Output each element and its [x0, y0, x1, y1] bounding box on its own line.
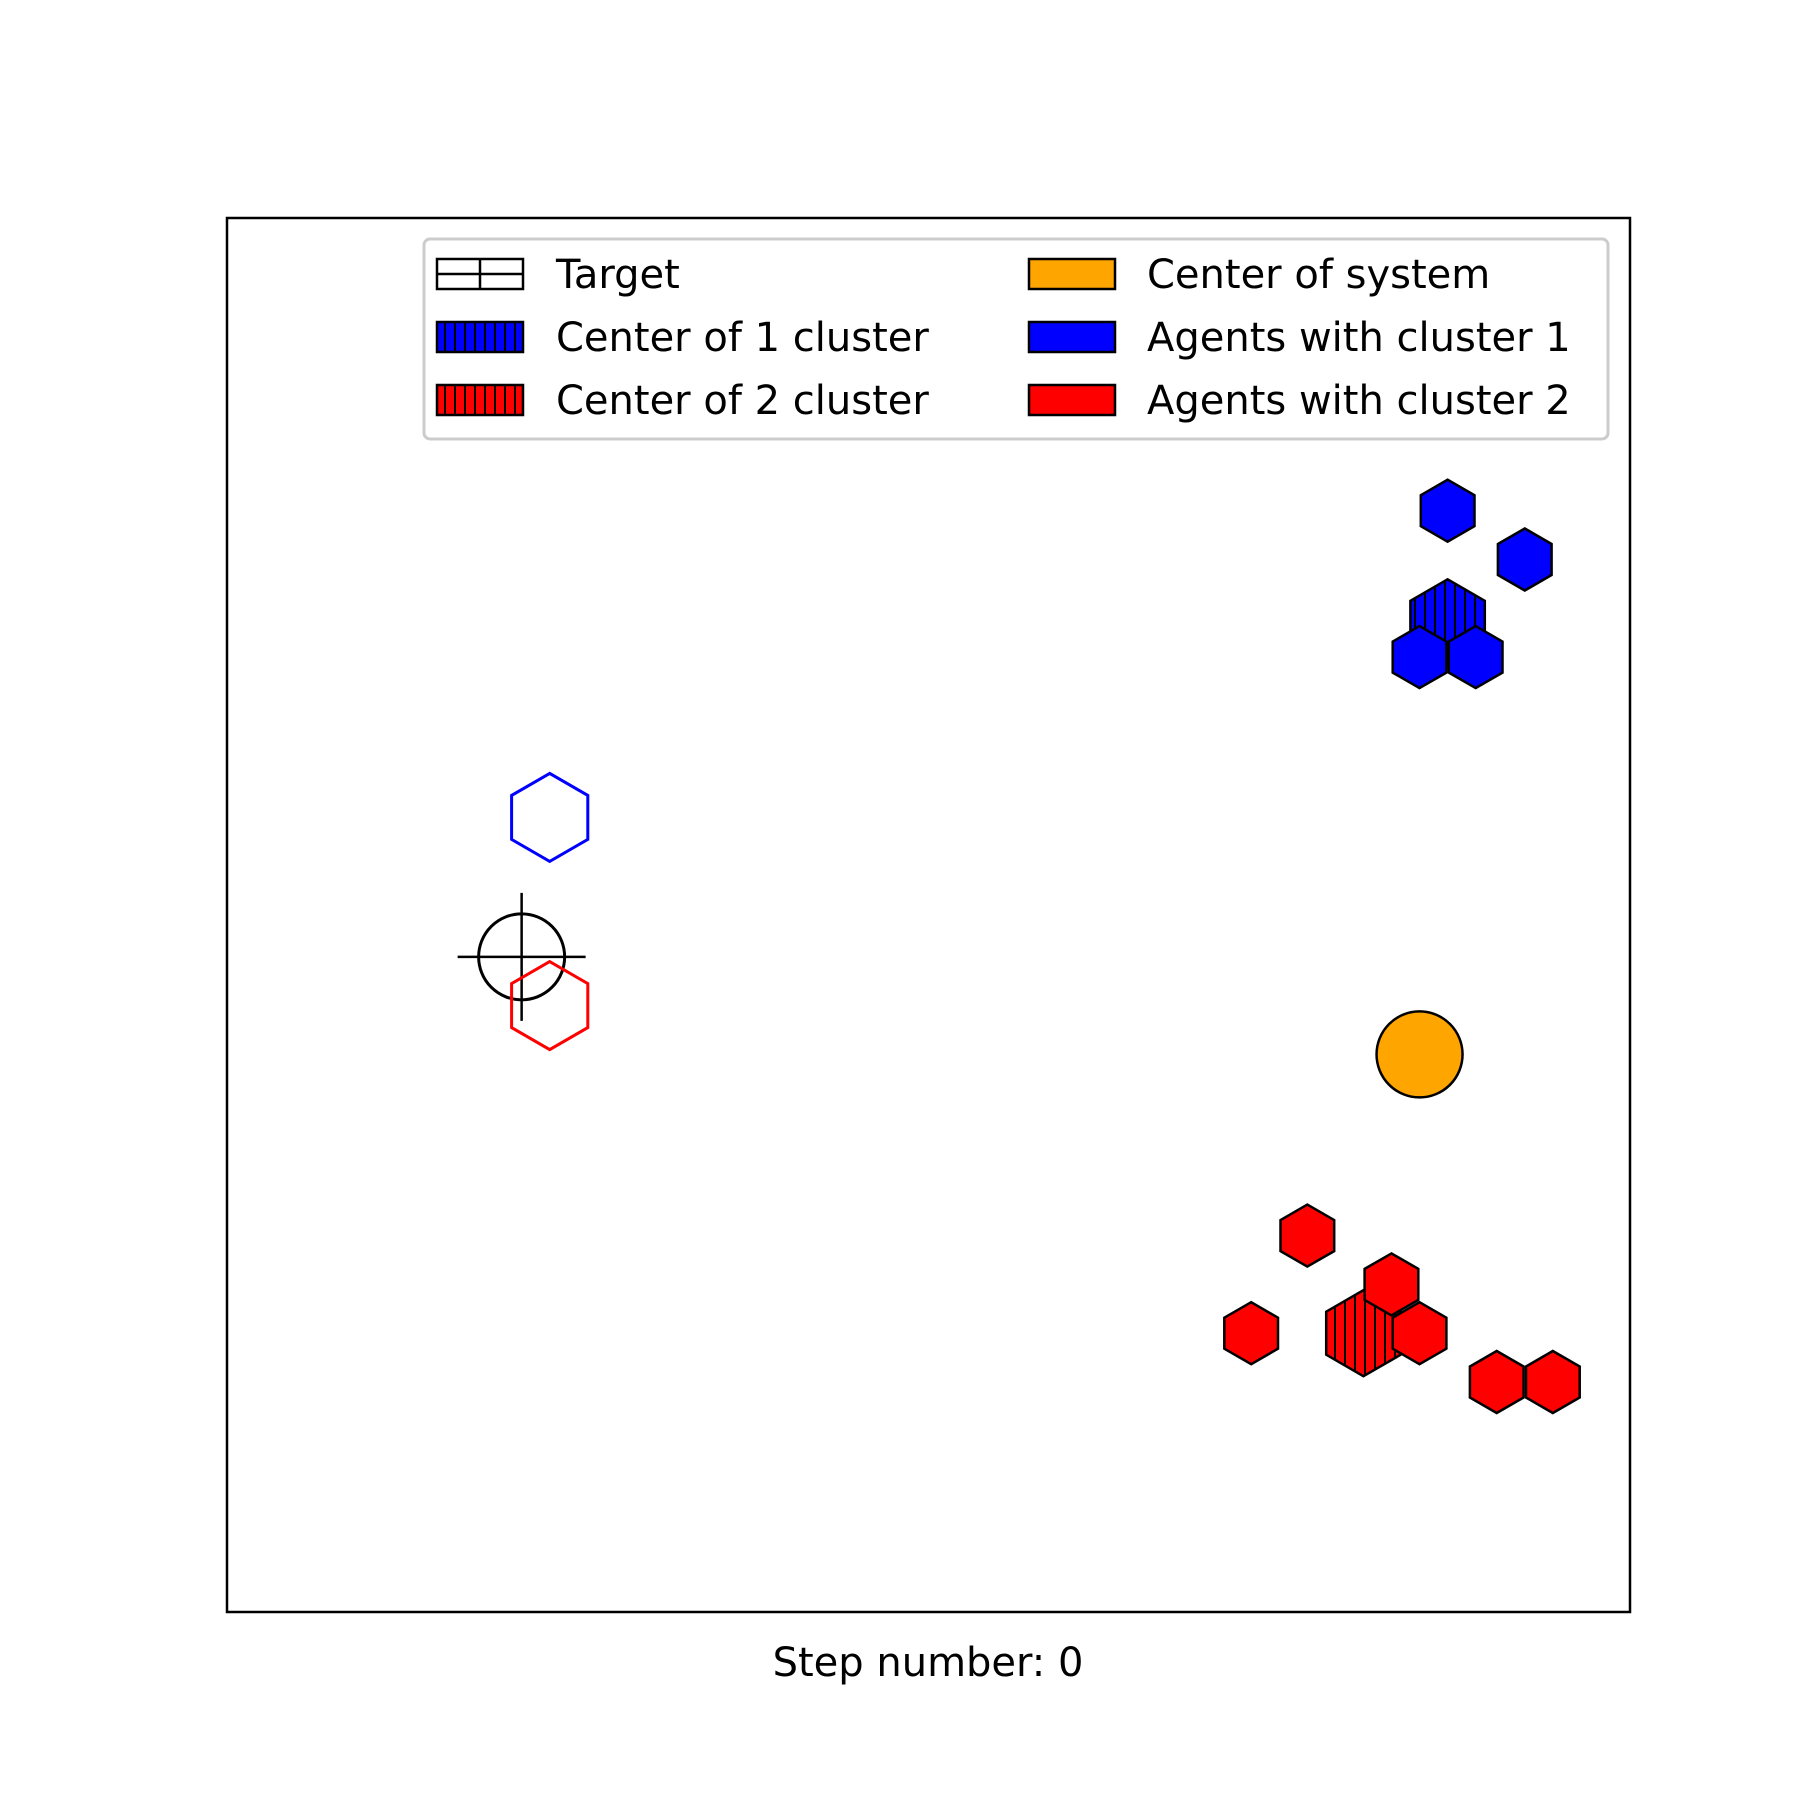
- legend-entry-cluster1-center: Center of 1 cluster: [435, 315, 929, 361]
- cluster1-agent-3: [1391, 624, 1448, 690]
- cluster1-agent-2: [1496, 527, 1553, 592]
- cluster1-goal-marker: [510, 771, 590, 864]
- cluster2-agent-3: [1223, 1300, 1280, 1366]
- legend-frame: [422, 237, 1610, 441]
- x-axis-label: Step number: 0: [773, 1640, 1084, 1686]
- target-swatch: [435, 257, 525, 291]
- legend-label-cluster1-agents: Agents with cluster 1: [1147, 315, 1571, 361]
- legend-label-system-center: Center of system: [1147, 252, 1490, 298]
- system-center-swatch: [1027, 257, 1117, 291]
- legend-entry-system-center: Center of system: [1027, 252, 1490, 298]
- system-center-marker: [1375, 1010, 1464, 1099]
- cluster1-agent-4: [1447, 624, 1504, 690]
- cluster2-agent-6: [1524, 1349, 1581, 1415]
- plot-area-frame: [225, 216, 1632, 1614]
- cluster2-agent-2: [1363, 1251, 1420, 1317]
- legend-label-target: Target: [555, 252, 680, 298]
- cluster2-agent-5: [1468, 1349, 1525, 1415]
- cluster1-center-swatch: [435, 320, 525, 354]
- cluster2-agents-swatch: [1027, 383, 1117, 417]
- cluster1-agents-swatch: [1027, 320, 1117, 354]
- cluster2-center-swatch: [435, 383, 525, 417]
- legend-entry-target: Target: [435, 252, 680, 298]
- plot-marks: [457, 478, 1581, 1415]
- legend: Target Center of 1 cluster Center of 2 c…: [422, 237, 1610, 441]
- legend-entry-cluster2-center: Center of 2 cluster: [435, 378, 929, 424]
- legend-entry-cluster2-agents: Agents with cluster 2: [1027, 378, 1571, 424]
- cluster1-agent-1: [1419, 478, 1476, 544]
- target-marker: [457, 892, 586, 1021]
- legend-entry-cluster1-agents: Agents with cluster 1: [1027, 315, 1571, 361]
- cluster2-goal-marker: [510, 959, 590, 1052]
- legend-label-cluster2-agents: Agents with cluster 2: [1147, 378, 1571, 424]
- cluster2-agent-4: [1391, 1300, 1448, 1366]
- legend-label-cluster1-center: Center of 1 cluster: [556, 315, 929, 361]
- legend-label-cluster2-center: Center of 2 cluster: [556, 378, 929, 424]
- cluster2-agent-1: [1279, 1203, 1336, 1269]
